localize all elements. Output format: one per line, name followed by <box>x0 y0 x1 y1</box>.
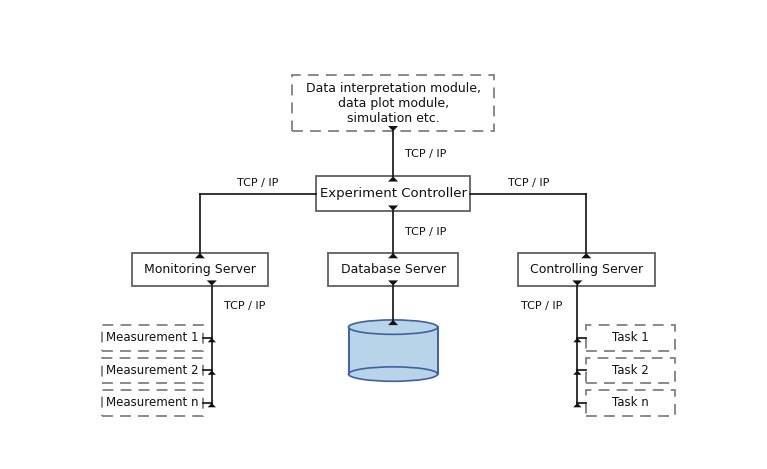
Polygon shape <box>207 280 217 286</box>
Text: TCP / IP: TCP / IP <box>405 227 446 237</box>
Text: TCP / IP: TCP / IP <box>508 178 549 188</box>
Polygon shape <box>572 280 582 286</box>
Polygon shape <box>388 280 398 286</box>
Text: Controlling Server: Controlling Server <box>530 263 643 276</box>
Bar <box>518 253 655 286</box>
Polygon shape <box>388 253 398 258</box>
Text: Database Server: Database Server <box>341 263 446 276</box>
Bar <box>328 253 459 286</box>
Polygon shape <box>388 126 398 131</box>
Text: Task 2: Task 2 <box>613 364 649 377</box>
Bar <box>292 75 494 131</box>
Polygon shape <box>388 176 398 182</box>
Text: Task 1: Task 1 <box>613 332 649 344</box>
Bar <box>348 327 438 374</box>
Text: TCP / IP: TCP / IP <box>224 302 265 311</box>
Bar <box>586 325 676 351</box>
Text: Task n: Task n <box>613 396 649 409</box>
Polygon shape <box>195 253 205 258</box>
Polygon shape <box>581 253 591 258</box>
Text: Experiment Controller: Experiment Controller <box>320 187 466 200</box>
Bar <box>586 358 676 383</box>
Polygon shape <box>573 338 581 342</box>
Polygon shape <box>573 371 581 375</box>
Text: TCP / IP: TCP / IP <box>521 302 562 311</box>
Polygon shape <box>573 403 581 407</box>
Polygon shape <box>208 371 216 375</box>
Bar <box>132 253 268 286</box>
Bar <box>102 325 202 351</box>
Text: TCP / IP: TCP / IP <box>405 149 446 159</box>
Polygon shape <box>208 403 216 407</box>
Text: Monitoring Server: Monitoring Server <box>144 263 256 276</box>
Polygon shape <box>388 205 398 211</box>
Polygon shape <box>388 320 398 325</box>
Bar <box>316 176 470 211</box>
Text: TCP / IP: TCP / IP <box>237 178 278 188</box>
Text: Measurement 2: Measurement 2 <box>106 364 199 377</box>
Bar <box>102 390 202 416</box>
Polygon shape <box>208 338 216 342</box>
Bar <box>102 358 202 383</box>
Text: Data interpretation module,
data plot module,
simulation etc.: Data interpretation module, data plot mo… <box>305 82 481 125</box>
Text: Measurement 1: Measurement 1 <box>106 332 199 344</box>
Ellipse shape <box>348 367 438 381</box>
Text: Measurement n: Measurement n <box>106 396 199 409</box>
Bar <box>586 390 676 416</box>
Ellipse shape <box>348 320 438 334</box>
